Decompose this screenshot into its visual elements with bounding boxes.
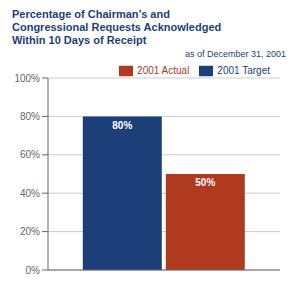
svg-text:60%: 60%	[20, 149, 40, 160]
svg-text:0%: 0%	[26, 265, 41, 276]
html-text:Percentage of Chairman’s and C: Percentage of Chairman’s and Congression…	[12, 8, 222, 46]
svg-text:80%: 80%	[20, 111, 40, 122]
html-text:2001 Target: 2001 Target	[217, 64, 270, 76]
svg-text:80%: 80%	[112, 120, 132, 131]
svg-text:50%: 50%	[195, 177, 215, 188]
html-text:2001 Actual: 2001 Actual	[137, 64, 190, 76]
svg-text:40%: 40%	[20, 188, 40, 199]
svg-text:20%: 20%	[20, 226, 40, 237]
svg-text:100%: 100%	[14, 73, 40, 84]
html-text:as of December 31, 2001: as of December 31, 2001	[184, 49, 286, 59]
